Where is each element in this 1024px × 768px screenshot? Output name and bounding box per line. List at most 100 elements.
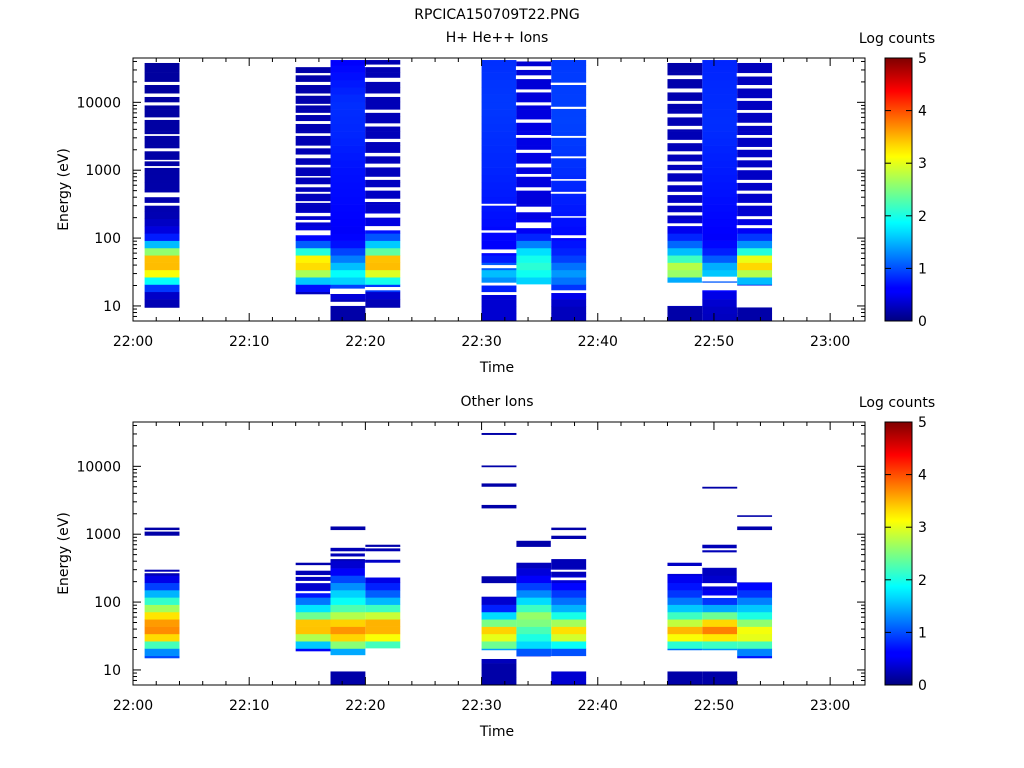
empty-energy-bin bbox=[550, 235, 587, 239]
spectrogram-column bbox=[736, 62, 773, 322]
heatmap-bin bbox=[481, 226, 517, 234]
empty-energy-bin bbox=[330, 288, 366, 294]
colorbar-tick-label: 3 bbox=[918, 156, 927, 172]
heatmap-bin bbox=[551, 262, 587, 271]
empty-energy-bin bbox=[515, 187, 552, 191]
x-tick-label: 22:30 bbox=[461, 698, 501, 714]
heatmap-bin bbox=[330, 641, 366, 649]
heatmap-bin bbox=[516, 277, 552, 285]
heatmap-bin bbox=[481, 655, 517, 664]
spectrogram-column bbox=[295, 562, 332, 652]
heatmap-bin bbox=[667, 262, 703, 271]
empty-energy-bin bbox=[295, 176, 332, 178]
heatmap-bin bbox=[516, 255, 552, 263]
heatmap-bin bbox=[481, 116, 517, 125]
heatmap-bin bbox=[551, 677, 587, 686]
empty-energy-bin bbox=[550, 656, 587, 672]
heatmap-bin bbox=[330, 575, 366, 584]
spectrogram-column bbox=[144, 527, 180, 659]
heatmap-bin bbox=[516, 79, 552, 88]
heatmap-bin bbox=[667, 633, 703, 642]
heatmap-bin bbox=[330, 116, 366, 125]
empty-energy-bin bbox=[736, 110, 773, 113]
heatmap-bin bbox=[702, 138, 738, 146]
heatmap-bin bbox=[737, 590, 773, 598]
heatmap-bin bbox=[330, 633, 366, 642]
heatmap-bin bbox=[481, 167, 517, 176]
heatmap-bin bbox=[516, 582, 552, 591]
heatmap-bin bbox=[516, 109, 552, 117]
y-axis-label: Energy (eV) bbox=[56, 148, 72, 231]
heatmap-bin bbox=[365, 123, 401, 132]
heatmap-bin bbox=[144, 196, 180, 205]
heatmap-bin bbox=[516, 540, 552, 547]
spectrogram-column bbox=[330, 60, 366, 322]
empty-energy-bin bbox=[364, 287, 401, 291]
heatmap-bin bbox=[516, 152, 552, 161]
heatmap-bin bbox=[481, 619, 517, 627]
heatmap-bin bbox=[481, 670, 517, 678]
empty-energy-bin bbox=[736, 516, 773, 527]
heatmap-bin bbox=[702, 131, 738, 139]
empty-energy-bin bbox=[515, 66, 552, 70]
heatmap-bin bbox=[144, 72, 180, 81]
panel-title: Other Ions bbox=[460, 394, 533, 410]
heatmap-bin bbox=[365, 611, 401, 620]
empty-energy-bin bbox=[295, 591, 332, 594]
heatmap-bin bbox=[702, 247, 738, 256]
heatmap-bin bbox=[144, 167, 180, 176]
heatmap-bin bbox=[144, 641, 180, 649]
heatmap-bin bbox=[295, 123, 331, 132]
colorbar-tick-label: 2 bbox=[918, 573, 927, 589]
heatmap-bin bbox=[481, 240, 517, 249]
spectrogram-column bbox=[701, 486, 738, 686]
heatmap-bin bbox=[144, 299, 180, 307]
heatmap-bin bbox=[144, 62, 180, 66]
colorbar-tick-label: 0 bbox=[918, 314, 927, 330]
empty-energy-bin bbox=[515, 546, 552, 563]
heatmap-bin bbox=[144, 123, 180, 132]
x-tick-label: 22:40 bbox=[578, 334, 618, 350]
empty-energy-bin bbox=[666, 212, 703, 216]
heatmap-bin bbox=[144, 138, 180, 146]
empty-energy-bin bbox=[295, 164, 332, 168]
heatmap-bin bbox=[330, 526, 366, 532]
empty-energy-bin bbox=[666, 161, 703, 165]
empty-energy-bin bbox=[144, 102, 180, 106]
heatmap-bin bbox=[551, 211, 587, 220]
heatmap-bin bbox=[702, 255, 738, 263]
empty-energy-bin bbox=[364, 198, 401, 202]
heatmap-bin bbox=[365, 182, 401, 190]
empty-energy-bin bbox=[736, 157, 773, 161]
empty-energy-bin bbox=[666, 650, 703, 672]
heatmap-bin bbox=[365, 262, 401, 271]
heatmap-bin bbox=[516, 174, 552, 183]
heatmap-bin bbox=[365, 619, 401, 627]
heatmap-bin bbox=[551, 582, 587, 591]
heatmap-bin bbox=[481, 502, 517, 510]
empty-energy-bin bbox=[364, 138, 401, 143]
empty-energy-bin bbox=[330, 551, 366, 554]
heatmap-bin bbox=[481, 94, 517, 103]
heatmap-bin bbox=[551, 94, 587, 103]
heatmap-bin bbox=[330, 109, 366, 117]
spectrogram-column bbox=[364, 544, 401, 649]
heatmap-bin bbox=[330, 174, 366, 183]
heatmap-bin bbox=[330, 626, 366, 635]
colorbar-tick-label: 5 bbox=[918, 415, 927, 431]
heatmap-bin bbox=[737, 515, 773, 518]
heatmap-bin bbox=[702, 109, 738, 117]
spectrogram-column bbox=[550, 60, 587, 322]
panel-other-ions: Other Ions 22:00 22:10 22:20 22:30 22:40 22:50… bbox=[56, 394, 935, 740]
heatmap-bin bbox=[295, 284, 331, 293]
heatmap-bin bbox=[365, 145, 401, 154]
heatmap-bin bbox=[737, 65, 773, 73]
heatmap-bin bbox=[330, 211, 366, 220]
heatmap-bin bbox=[551, 240, 587, 249]
heatmap-bin bbox=[737, 79, 773, 88]
heatmap-bin bbox=[551, 299, 587, 307]
panel-title: H+ He++ Ions bbox=[446, 30, 549, 46]
heatmap-bin bbox=[144, 116, 180, 125]
heatmap-bin bbox=[667, 79, 703, 88]
spectrogram-column bbox=[550, 527, 587, 686]
